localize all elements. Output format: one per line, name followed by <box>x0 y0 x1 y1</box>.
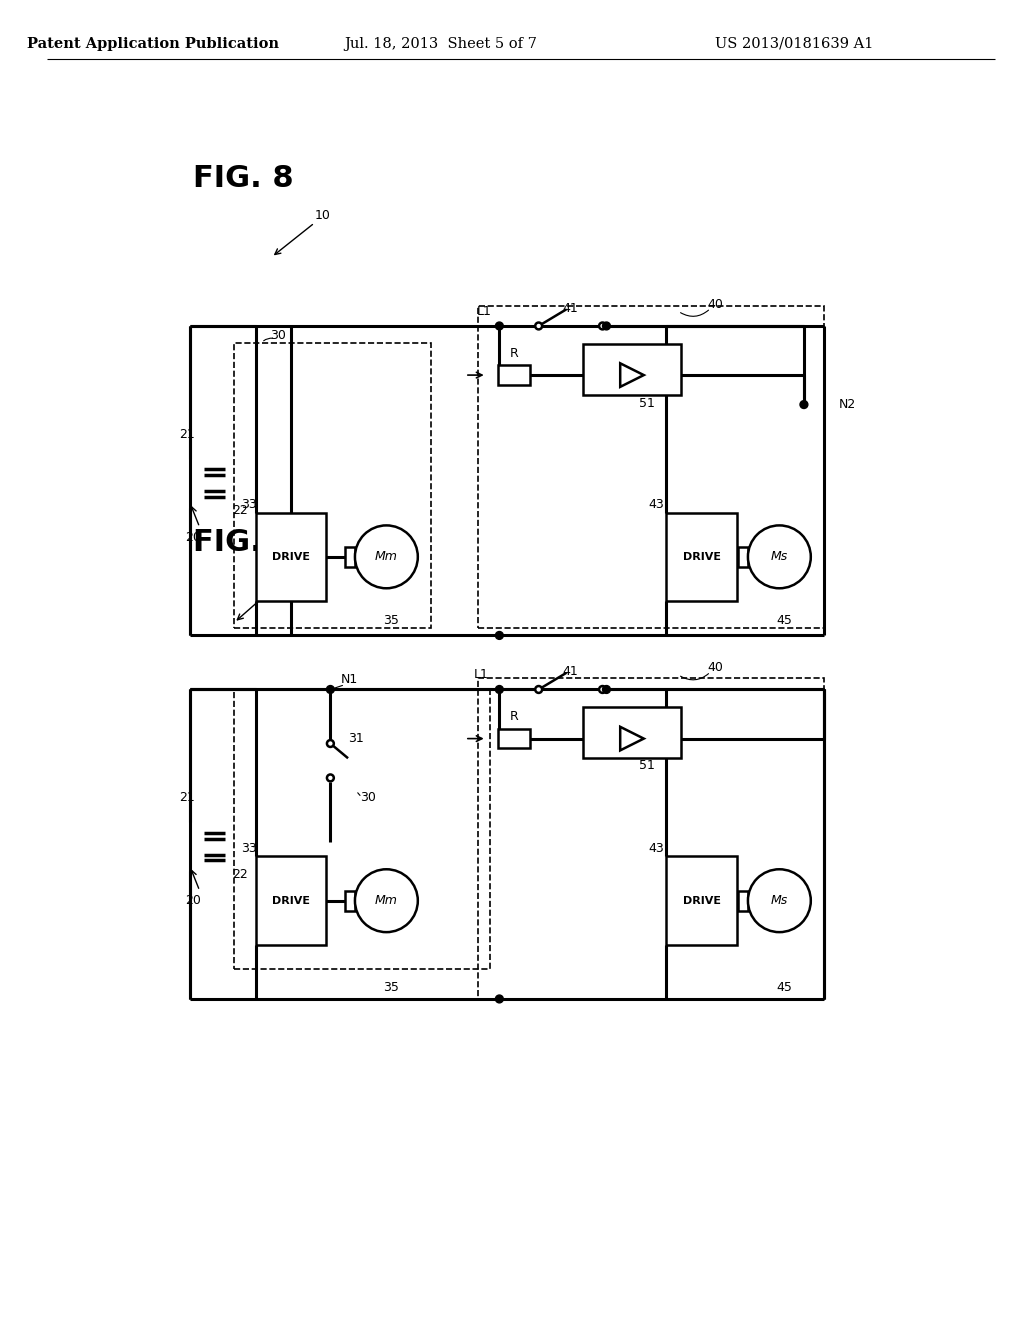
Text: Jul. 18, 2013  Sheet 5 of 7: Jul. 18, 2013 Sheet 5 of 7 <box>344 37 537 51</box>
Text: 31: 31 <box>348 733 364 744</box>
Text: Mm: Mm <box>375 550 397 564</box>
Bar <box>478 677 823 999</box>
Bar <box>234 343 430 627</box>
Polygon shape <box>621 363 644 387</box>
Text: L1: L1 <box>477 305 493 318</box>
Circle shape <box>496 995 503 1003</box>
Circle shape <box>599 322 606 330</box>
Circle shape <box>602 322 610 330</box>
Text: 30: 30 <box>270 329 287 342</box>
Text: N2: N2 <box>839 399 856 411</box>
Bar <box>345 891 355 911</box>
Bar <box>667 512 737 601</box>
Polygon shape <box>621 727 644 750</box>
Text: FIG. 8: FIG. 8 <box>193 164 294 193</box>
Bar <box>499 366 529 385</box>
Text: Patent Application Publication: Patent Application Publication <box>27 37 279 51</box>
Text: 33: 33 <box>241 842 257 855</box>
Text: 22: 22 <box>232 504 248 517</box>
Text: 22: 22 <box>232 867 248 880</box>
Text: 45: 45 <box>776 614 793 627</box>
Text: 21: 21 <box>179 791 195 804</box>
Text: 10: 10 <box>273 573 289 586</box>
Bar <box>256 512 327 601</box>
Circle shape <box>327 685 334 693</box>
Text: 41: 41 <box>562 302 578 314</box>
Bar <box>345 546 355 566</box>
Text: 35: 35 <box>383 614 399 627</box>
Text: FIG. 9: FIG. 9 <box>193 528 294 557</box>
Bar <box>738 546 748 566</box>
Text: 45: 45 <box>776 981 793 994</box>
Text: Ms: Ms <box>771 550 788 564</box>
Text: 20: 20 <box>185 531 201 544</box>
Text: 41: 41 <box>562 665 578 678</box>
Circle shape <box>800 401 808 408</box>
Bar <box>478 306 823 627</box>
Bar <box>583 343 681 395</box>
Text: DRIVE: DRIVE <box>272 552 310 562</box>
Text: 20: 20 <box>185 894 201 907</box>
Text: DRIVE: DRIVE <box>272 896 310 906</box>
Text: N1: N1 <box>340 673 357 686</box>
Bar <box>738 891 748 911</box>
Text: R: R <box>510 710 518 723</box>
Text: 10: 10 <box>314 210 331 223</box>
Text: 51: 51 <box>639 759 654 772</box>
Text: Ms: Ms <box>771 894 788 907</box>
Text: R: R <box>510 347 518 360</box>
Text: Mm: Mm <box>375 894 397 907</box>
Bar <box>256 857 327 945</box>
Text: US 2013/0181639 A1: US 2013/0181639 A1 <box>715 37 873 51</box>
Circle shape <box>327 741 334 747</box>
Circle shape <box>536 686 542 693</box>
Text: 21: 21 <box>179 428 195 441</box>
Text: 40: 40 <box>708 298 723 310</box>
Bar <box>583 708 681 758</box>
Circle shape <box>496 322 503 330</box>
Circle shape <box>327 775 334 781</box>
Text: 33: 33 <box>241 498 257 511</box>
Bar <box>234 689 489 969</box>
Circle shape <box>496 685 503 693</box>
Bar <box>499 729 529 748</box>
Text: DRIVE: DRIVE <box>683 896 721 906</box>
Text: 30: 30 <box>359 791 376 804</box>
Circle shape <box>602 685 610 693</box>
Text: DRIVE: DRIVE <box>683 552 721 562</box>
Text: 40: 40 <box>708 661 723 675</box>
Circle shape <box>599 686 606 693</box>
Circle shape <box>748 525 811 589</box>
Circle shape <box>355 870 418 932</box>
Text: 35: 35 <box>383 981 399 994</box>
Text: 51: 51 <box>639 397 654 409</box>
Text: 43: 43 <box>648 498 665 511</box>
Circle shape <box>748 870 811 932</box>
Circle shape <box>496 631 503 639</box>
Bar <box>667 857 737 945</box>
Text: 43: 43 <box>648 842 665 855</box>
Text: L1: L1 <box>474 668 489 681</box>
Circle shape <box>536 322 542 330</box>
Circle shape <box>355 525 418 589</box>
